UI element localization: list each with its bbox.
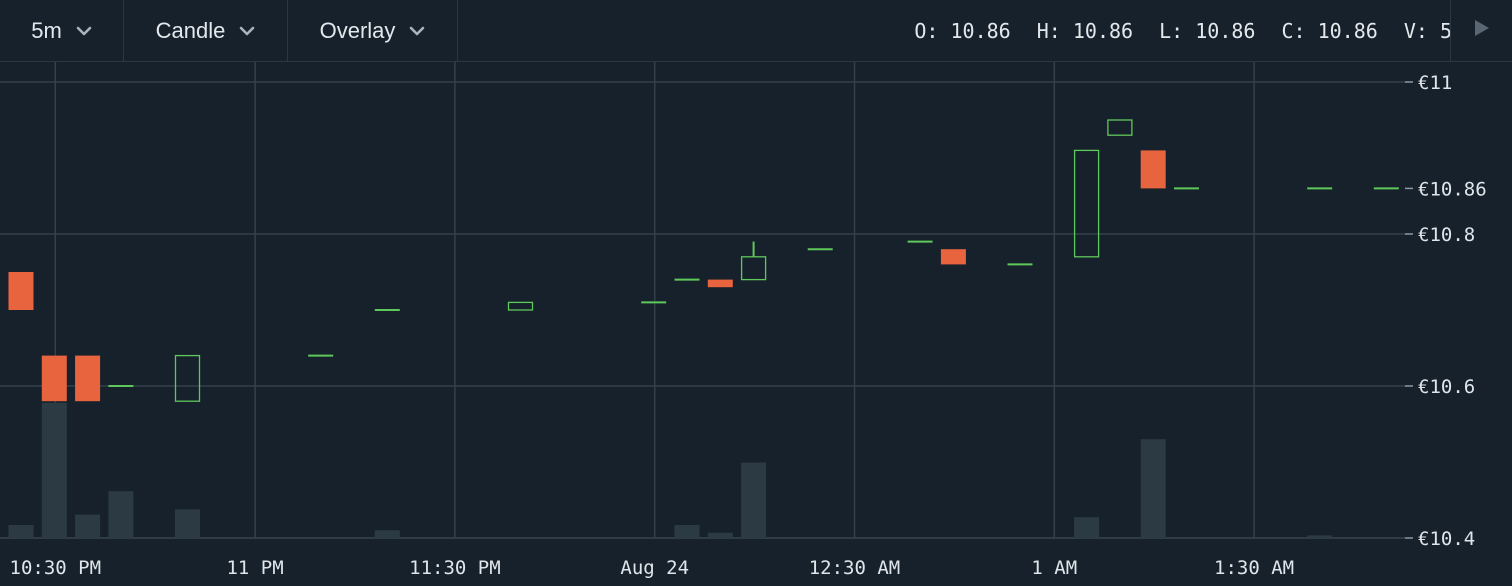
candle	[75, 355, 101, 402]
volume-bar	[741, 462, 767, 538]
candle	[8, 272, 34, 310]
y-tick-label: €10.6	[1418, 376, 1475, 398]
overlay-label: Overlay	[319, 17, 396, 43]
y-tick-label: €10.4	[1418, 528, 1475, 550]
candle	[740, 241, 767, 281]
candle	[1140, 150, 1166, 189]
high-readout: H: 10.86	[1037, 19, 1133, 43]
volume-readout: V: 5	[1404, 19, 1452, 43]
x-tick-label: 12:30 AM	[809, 557, 901, 579]
open-label: O:	[914, 18, 939, 43]
interval-dropdown[interactable]: 5m	[0, 0, 124, 61]
close-value: 10.86	[1317, 18, 1378, 43]
candle-body	[507, 301, 534, 311]
candle-body	[174, 354, 201, 402]
x-tick-label: 1 AM	[1031, 557, 1077, 579]
candle-body	[41, 355, 67, 402]
volume-bar	[75, 514, 101, 538]
candle	[1073, 149, 1100, 258]
x-tick-label: 10:30 PM	[10, 557, 102, 579]
volume-bar	[1074, 517, 1100, 538]
volume-bar	[707, 532, 733, 538]
low-readout: L: 10.86	[1159, 19, 1255, 43]
candle-body	[8, 272, 34, 310]
close-label: C:	[1281, 18, 1306, 43]
candle-body	[1073, 149, 1100, 258]
close-readout: C: 10.86	[1281, 19, 1377, 43]
interval-label: 5m	[31, 17, 62, 43]
candle-body	[1140, 150, 1166, 189]
candle-body	[1107, 119, 1133, 136]
candle	[41, 355, 67, 402]
open-readout: O: 10.86	[914, 19, 1010, 43]
x-axis: 10:30 PM 11 PM 11:30 PM Aug 24 12:30 AM 1 AM 1…	[10, 557, 1295, 579]
volume-bar	[674, 525, 700, 538]
volume-bar	[175, 509, 200, 538]
candle-body	[940, 249, 966, 265]
candle	[940, 249, 966, 265]
x-tick-label: 11 PM	[226, 557, 283, 579]
play-button[interactable]	[1450, 0, 1512, 61]
chart-grid	[0, 62, 1405, 539]
candle	[507, 301, 534, 311]
ohlcv-readout: O: 10.86 H: 10.86 L: 10.86 C: 10.86 V: 5	[888, 0, 1452, 61]
x-tick-label: 11:30 PM	[409, 557, 501, 579]
volume-bar	[41, 402, 67, 538]
candle-body	[740, 256, 767, 281]
x-tick-label: Aug 24	[620, 557, 689, 579]
chevron-down-icon	[239, 26, 255, 36]
y-tick-label: €11	[1418, 72, 1452, 94]
overlay-dropdown[interactable]: Overlay	[288, 0, 458, 61]
y-tick-label: €10.8	[1418, 224, 1475, 246]
candle	[707, 279, 733, 288]
y-axis: €11 €10.86 €10.8 €10.6 €10.4	[1405, 72, 1487, 550]
volume-bar	[108, 491, 134, 538]
chart-type-label: Candle	[155, 17, 226, 43]
y-tick-label: €10.86	[1418, 178, 1487, 200]
low-label: L:	[1159, 18, 1184, 43]
high-label: H:	[1036, 18, 1061, 43]
volume-value: 5	[1439, 18, 1452, 43]
x-tick-label: 1:30 AM	[1214, 557, 1294, 579]
chart-type-dropdown[interactable]: Candle	[124, 0, 288, 61]
volume-bar	[8, 525, 34, 538]
volume-bars	[8, 402, 1333, 538]
open-value: 10.86	[950, 18, 1011, 43]
play-icon	[1474, 19, 1490, 42]
candle	[1107, 119, 1133, 136]
chevron-down-icon	[76, 26, 92, 36]
candle	[174, 354, 201, 402]
candle-body	[75, 355, 101, 402]
candle-body	[707, 279, 733, 288]
high-value: 10.86	[1072, 18, 1134, 43]
candlestick-chart: €11 €10.86 €10.8 €10.6 €10.4 10:30 PM 11 PM 11…	[0, 62, 1487, 579]
chevron-down-icon	[409, 26, 425, 36]
volume-bar	[1307, 535, 1333, 538]
volume-label: V:	[1403, 18, 1428, 43]
chart-toolbar: 5m Candle Overlay O: 10.86 H: 10.86 L: 1…	[0, 0, 1512, 62]
volume-bar	[374, 530, 400, 538]
volume-bar	[1140, 439, 1166, 538]
candles	[8, 119, 1399, 402]
low-value: 10.86	[1195, 18, 1256, 43]
